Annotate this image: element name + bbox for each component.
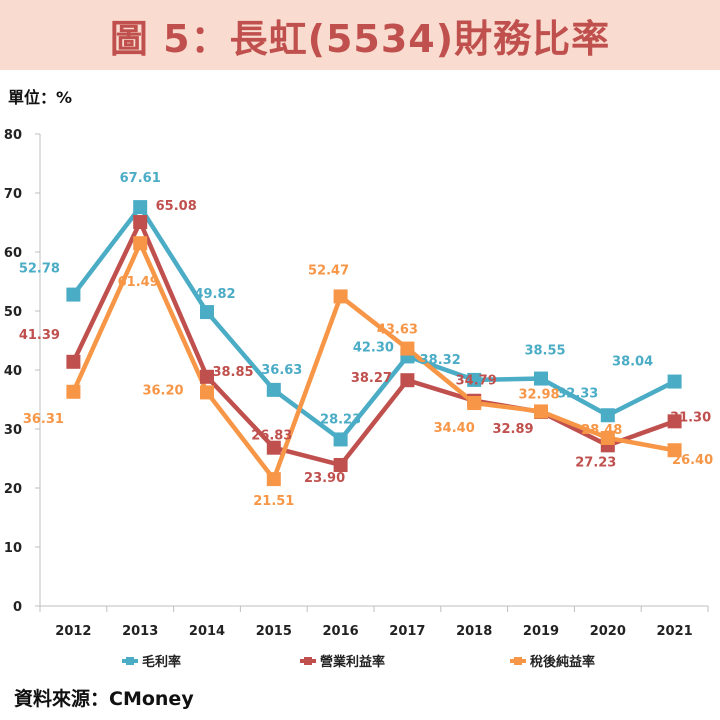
legend-marker-0 <box>126 657 134 665</box>
data-labels: 52.78 67.61 49.82 36.63 28.23 42.30 38.32 38.55… <box>19 171 713 509</box>
data-point-1-2 <box>200 369 214 384</box>
data-point-0-1 <box>133 200 148 215</box>
data-point-0-2 <box>200 305 214 320</box>
x-tick-label: 2016 <box>323 624 359 639</box>
data-label-1-4: 23.90 <box>304 471 345 486</box>
data-point-2-7 <box>534 404 548 419</box>
data-label-0-0: 52.78 <box>19 262 60 277</box>
data-label-1-1: 65.08 <box>156 199 197 214</box>
chart-title: 圖 5：長虹(5534)財務比率 <box>109 16 611 61</box>
series-line-2 <box>71 240 676 482</box>
x-tick-label: 2014 <box>189 624 225 639</box>
data-label-2-7: 32.98 <box>518 387 559 402</box>
data-point-1-1 <box>133 215 148 230</box>
data-label-1-6: 34.79 <box>456 374 497 389</box>
legend-label-0: 毛利率 <box>142 654 181 670</box>
x-tick-label: 2012 <box>55 624 91 639</box>
x-tick-label: 2013 <box>122 624 158 639</box>
x-tick-label: 2015 <box>256 624 292 639</box>
data-label-0-1: 67.61 <box>120 171 161 186</box>
data-label-2-6: 34.40 <box>434 421 475 436</box>
data-label-2-0: 36.31 <box>23 412 64 427</box>
data-point-0-8 <box>600 408 615 423</box>
data-label-0-9: 38.04 <box>612 355 653 370</box>
data-point-0-0 <box>66 287 81 302</box>
data-point-2-9 <box>667 443 682 458</box>
data-point-2-0 <box>66 384 81 399</box>
y-tick-label: 70 <box>4 187 22 202</box>
data-label-1-7: 32.89 <box>492 422 533 437</box>
data-label-0-3: 36.63 <box>261 363 302 378</box>
data-point-2-3 <box>266 472 281 487</box>
data-point-1-9 <box>667 414 682 429</box>
series-line-0 <box>71 204 676 442</box>
source-label: 資料來源：CMoney <box>14 688 194 710</box>
y-tick-label: 40 <box>4 364 22 379</box>
data-label-1-3: 26.83 <box>251 429 292 444</box>
series-lines <box>71 204 676 482</box>
y-tick-label: 80 <box>4 128 22 143</box>
legend-marker-2 <box>514 657 522 665</box>
x-tick-label: 2018 <box>456 624 492 639</box>
legend-marker-1 <box>304 657 312 665</box>
data-label-2-1: 61.49 <box>118 275 159 290</box>
data-label-1-0: 41.39 <box>19 328 60 343</box>
data-point-1-4 <box>333 457 348 472</box>
data-label-2-4: 52.47 <box>308 263 349 278</box>
series-line-1 <box>71 219 676 468</box>
data-point-2-5 <box>400 341 415 356</box>
y-tick-label: 10 <box>4 541 22 556</box>
data-label-2-5: 43.63 <box>377 323 418 338</box>
axes: 0 10 20 30 40 50 60 70 80 2012 2013 2014 2015 2016 201… <box>4 128 709 639</box>
data-label-2-3: 21.51 <box>253 494 294 509</box>
data-label-0-8: 32.33 <box>557 386 598 401</box>
data-point-1-3 <box>266 440 281 455</box>
legend-label-1: 營業利益率 <box>320 654 385 670</box>
y-tick-label: 30 <box>4 423 22 438</box>
data-label-0-4: 28.23 <box>320 412 361 427</box>
x-tick-label: 2020 <box>590 624 626 639</box>
data-label-2-9: 26.40 <box>672 453 713 468</box>
data-label-0-2: 49.82 <box>194 287 235 302</box>
data-point-0-6 <box>467 372 482 387</box>
y-tick-label: 0 <box>13 600 22 615</box>
data-point-0-9 <box>667 374 682 389</box>
data-label-2-2: 36.20 <box>142 383 183 398</box>
data-label-1-9: 31.30 <box>670 410 711 425</box>
data-label-1-8: 27.23 <box>575 455 616 470</box>
data-label-2-8: 28.48 <box>581 423 622 438</box>
title-bar: 圖 5：長虹(5534)財務比率 <box>0 0 720 70</box>
y-tick-label: 60 <box>4 246 22 261</box>
data-point-2-1 <box>133 236 148 251</box>
data-point-0-7 <box>534 371 548 386</box>
data-point-2-6 <box>467 396 482 411</box>
data-point-2-8 <box>600 430 615 445</box>
data-label-0-7: 38.55 <box>524 344 565 359</box>
data-point-2-4 <box>333 289 348 304</box>
data-point-2-2 <box>200 385 214 400</box>
y-tick-label: 50 <box>4 305 22 320</box>
data-point-0-4 <box>333 432 348 447</box>
data-label-0-6: 38.32 <box>420 353 461 368</box>
x-tick-label: 2019 <box>523 624 559 639</box>
unit-label: 單位：% <box>8 88 73 107</box>
x-tick-label: 2017 <box>389 624 425 639</box>
series-markers <box>66 200 682 487</box>
data-point-0-3 <box>266 382 281 397</box>
x-tick-label: 2021 <box>657 624 693 639</box>
y-tick-label: 20 <box>4 482 22 497</box>
data-label-1-5: 38.27 <box>351 371 392 386</box>
legend: 毛利率 營業利益率 稅後純益率 <box>122 654 595 670</box>
data-point-1-5 <box>400 373 415 388</box>
legend-label-2: 稅後純益率 <box>530 654 595 670</box>
data-label-0-5: 42.30 <box>353 340 394 355</box>
data-label-1-2: 38.85 <box>212 365 253 380</box>
data-point-1-0 <box>66 354 81 369</box>
